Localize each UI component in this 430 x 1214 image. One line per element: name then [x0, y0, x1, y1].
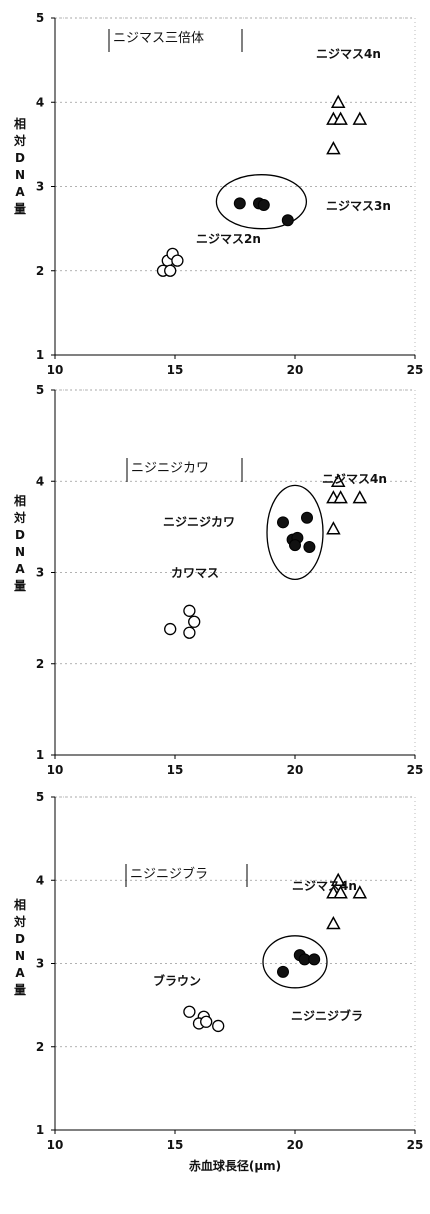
- data-point-filled-circle: [257, 199, 270, 212]
- data-point-open-circle: [183, 626, 196, 639]
- data-point-open-circle: [183, 1005, 196, 1018]
- data-point-filled-circle: [308, 953, 321, 966]
- data-point-triangle: [352, 490, 368, 504]
- x-tick-label: 15: [167, 1138, 184, 1152]
- data-point-triangle: [333, 490, 348, 504]
- y-tick-label: 1: [36, 1123, 44, 1137]
- data-point-filled-circle: [301, 511, 313, 524]
- data-point-triangle: [330, 473, 346, 487]
- y-tick-label: 4: [36, 474, 44, 488]
- chart-title: ニジニジカワ: [131, 461, 209, 476]
- y-axis-label-char: 対: [13, 510, 26, 525]
- y-axis-label-char: D: [15, 528, 25, 542]
- annotation-label: ニジマス4n: [292, 879, 357, 893]
- y-tick-label: 3: [36, 957, 44, 971]
- data-point-triangle: [333, 885, 348, 899]
- x-tick-label: 25: [407, 363, 424, 377]
- y-tick-label: 5: [36, 790, 44, 804]
- y-axis-label-char: D: [15, 151, 25, 165]
- x-tick-label: 20: [287, 763, 304, 777]
- y-axis-label-char: A: [15, 966, 25, 980]
- data-point-open-circle: [200, 1015, 213, 1028]
- y-axis-label-char: 相: [14, 493, 26, 508]
- annotation-label: ニジマス4n: [316, 47, 381, 61]
- y-tick-label: 5: [36, 11, 44, 25]
- data-point-triangle: [352, 111, 368, 125]
- x-axis-label: 赤血球長径(μm): [189, 1158, 281, 1173]
- data-point-triangle: [352, 885, 368, 899]
- y-axis-label-char: 相: [14, 116, 26, 131]
- y-axis-label-char: 量: [14, 983, 26, 997]
- y-axis-label-char: N: [15, 168, 25, 182]
- annotation-label: ニジニジカワ: [163, 515, 235, 529]
- data-point-open-circle: [188, 615, 201, 628]
- data-point-triangle: [326, 521, 341, 535]
- data-point-open-circle: [183, 604, 196, 617]
- annotation-label: カワマス: [171, 566, 219, 580]
- y-tick-label: 2: [36, 1040, 44, 1054]
- y-axis-label-char: 相: [14, 897, 26, 912]
- chart-title: ニジニジブラ: [130, 866, 208, 882]
- y-tick-label: 2: [36, 657, 44, 671]
- annotation-label: ニジマス3n: [326, 199, 391, 213]
- data-point-triangle: [330, 872, 346, 886]
- y-axis-label-char: N: [15, 949, 25, 963]
- annotation-label: ニジニジブラ: [291, 1008, 363, 1023]
- x-tick-label: 25: [407, 1138, 424, 1152]
- x-tick-label: 15: [167, 763, 184, 777]
- data-point-triangle: [326, 141, 341, 155]
- chart-title: ニジマス三倍体: [113, 31, 204, 46]
- y-axis-label-char: 対: [13, 914, 26, 929]
- y-axis-label-char: A: [15, 562, 25, 576]
- y-axis-label-char: A: [15, 185, 25, 199]
- x-tick-label: 10: [47, 1138, 64, 1152]
- data-point-triangle: [333, 111, 348, 125]
- y-axis-label-char: D: [15, 932, 25, 946]
- y-tick-label: 1: [36, 748, 44, 762]
- data-point-filled-circle: [289, 539, 301, 552]
- y-tick-label: 1: [36, 348, 44, 362]
- y-tick-label: 4: [36, 95, 44, 109]
- x-tick-label: 20: [287, 363, 304, 377]
- y-axis-label-char: 対: [13, 133, 26, 148]
- group-ellipse: [266, 484, 324, 580]
- y-tick-label: 2: [36, 264, 44, 278]
- data-point-open-circle: [164, 622, 177, 636]
- x-tick-label: 15: [167, 363, 184, 377]
- data-point-triangle: [326, 915, 341, 930]
- annotation-label: ニジマス2n: [196, 232, 261, 246]
- annotation-label: ニジマス4n: [322, 472, 387, 486]
- y-tick-label: 3: [36, 180, 44, 194]
- data-point-filled-circle: [277, 965, 289, 978]
- data-point-triangle: [330, 94, 346, 108]
- y-axis-label-char: N: [15, 545, 25, 559]
- y-tick-label: 3: [36, 566, 44, 580]
- y-axis-label-char: 量: [14, 579, 26, 593]
- data-point-open-circle: [171, 254, 184, 267]
- group-ellipse: [262, 935, 328, 989]
- data-point-filled-circle: [303, 540, 316, 553]
- data-point-filled-circle: [277, 516, 289, 529]
- x-tick-label: 10: [47, 763, 64, 777]
- x-tick-label: 25: [407, 763, 424, 777]
- data-point-open-circle: [212, 1019, 225, 1033]
- data-point-open-circle: [164, 264, 177, 277]
- data-point-filled-circle: [281, 214, 294, 227]
- x-tick-label: 10: [47, 363, 64, 377]
- x-tick-label: 20: [287, 1138, 304, 1152]
- y-tick-label: 4: [36, 873, 44, 887]
- annotation-label: ブラウン: [153, 973, 201, 988]
- y-axis-label-char: 量: [14, 202, 26, 216]
- data-point-filled-circle: [233, 197, 246, 210]
- y-tick-label: 5: [36, 383, 44, 397]
- group-ellipse: [215, 174, 308, 230]
